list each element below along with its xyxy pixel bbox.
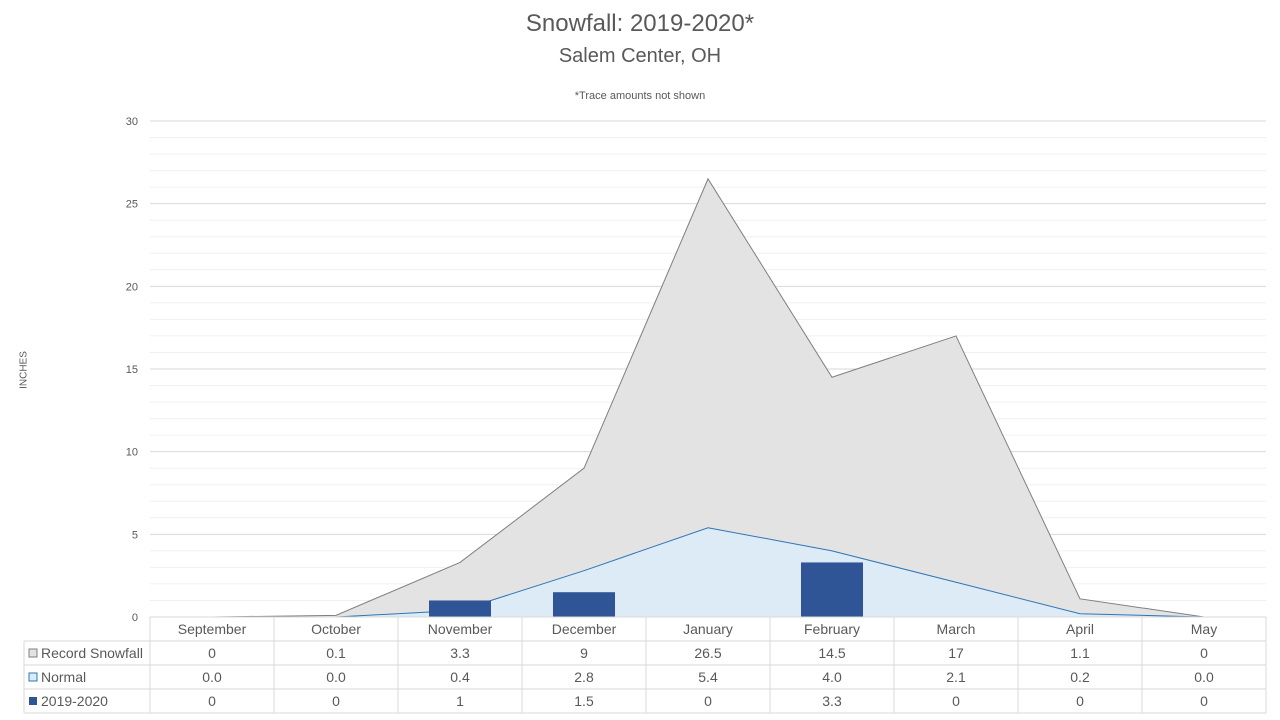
table-cell: 0: [1200, 693, 1208, 709]
table-cell: 0: [952, 693, 960, 709]
table-cell: 5.4: [698, 669, 718, 685]
chart-subtitle: Salem Center, OH: [558, 45, 722, 67]
legend-key: [28, 648, 38, 658]
table-cell: 3.3: [450, 645, 470, 661]
category-label: September: [178, 621, 247, 637]
legend-key: [28, 672, 38, 682]
y-tick-label: 10: [126, 447, 138, 459]
area-fill-record-snowfall: [212, 178, 1204, 617]
legend-key: [29, 697, 37, 705]
bar: [429, 600, 491, 617]
table-cell: 17: [948, 645, 964, 661]
table-cell: 1.5: [574, 693, 594, 709]
table-cell: 0: [332, 693, 340, 709]
table-cell: 3.3: [822, 693, 842, 709]
chart-title: Snowfall: 2019-2020*: [525, 10, 755, 37]
table-cell: 4.0: [822, 669, 842, 685]
table-cell: 0.1: [326, 645, 346, 661]
table-cell: 0: [1200, 645, 1208, 661]
table-cell: 0: [208, 645, 216, 661]
table-cell: 0.0: [1194, 669, 1214, 685]
category-label: October: [311, 621, 361, 637]
area-fill-normal: [212, 527, 1204, 617]
chart-note: *Trace amounts not shown: [574, 90, 706, 102]
category-label: May: [1191, 621, 1217, 637]
table-cell: 2.1: [946, 669, 966, 685]
table-cell: 0.0: [326, 669, 346, 685]
table-cell: 0: [704, 693, 712, 709]
category-label: April: [1066, 621, 1094, 637]
table-cell: 0: [208, 693, 216, 709]
y-tick-label: 20: [126, 281, 138, 293]
y-tick-label: 0: [132, 612, 138, 624]
table-cell: 0.0: [202, 669, 222, 685]
bar: [553, 592, 615, 617]
bar: [801, 562, 863, 617]
table-cell: 2.8: [574, 669, 594, 685]
legend-label: Record Snowfall: [41, 645, 143, 661]
category-label: February: [804, 621, 860, 637]
table-cell: 9: [580, 645, 588, 661]
table-cell: 14.5: [818, 645, 845, 661]
category-label: January: [683, 621, 733, 637]
category-label: December: [552, 621, 617, 637]
table-cell: 1.1: [1070, 645, 1090, 661]
table-cell: 0.2: [1070, 669, 1090, 685]
table-cell: 26.5: [694, 645, 721, 661]
legend-label: 2019-2020: [41, 693, 108, 709]
y-tick-label: 15: [126, 364, 138, 376]
category-label: November: [428, 621, 493, 637]
table-cell: 1: [456, 693, 464, 709]
table-cell: 0: [1076, 693, 1084, 709]
table-cell: 0.4: [450, 669, 470, 685]
y-tick-label: 25: [126, 199, 138, 211]
legend-label: Normal: [41, 669, 86, 685]
category-label: March: [937, 621, 976, 637]
y-tick-label: 5: [132, 529, 138, 541]
y-tick-label: 30: [126, 116, 138, 128]
